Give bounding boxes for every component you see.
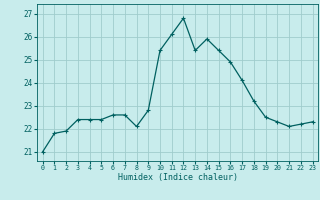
X-axis label: Humidex (Indice chaleur): Humidex (Indice chaleur) (118, 173, 237, 182)
